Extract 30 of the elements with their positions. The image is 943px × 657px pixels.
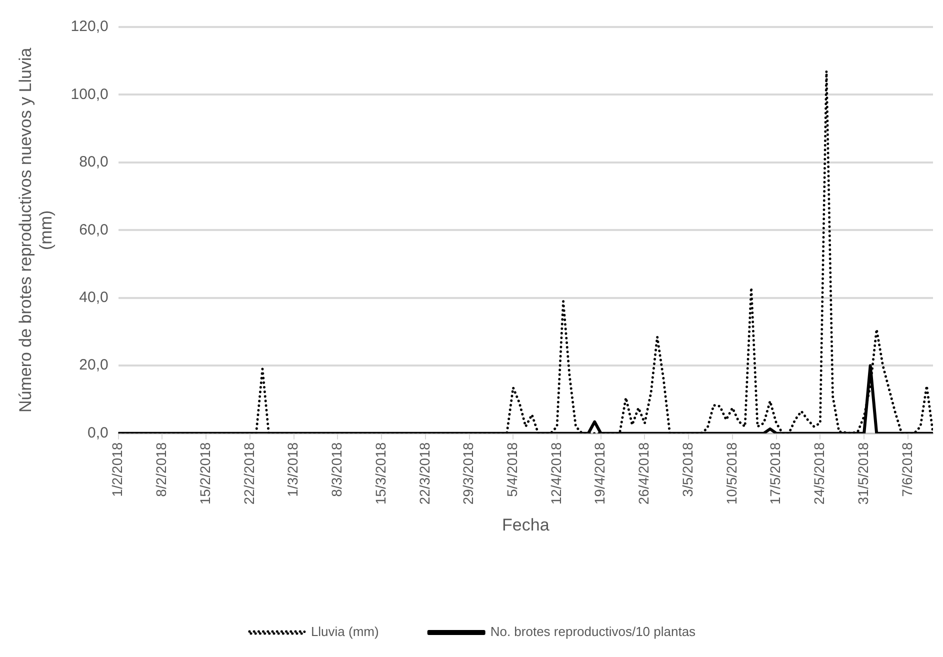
x-tick-label: 17/5/2018: [767, 442, 784, 505]
y-tick-label: 120,0: [70, 18, 108, 36]
x-tick-label: 22/2/2018: [240, 442, 257, 505]
x-tick-label: 26/4/2018: [636, 442, 652, 505]
y-tick-label: 80,0: [79, 154, 108, 171]
legend-label: Lluvia (mm): [310, 624, 379, 640]
x-tick-label: 8/2/2018: [153, 442, 170, 497]
x-tick-label: 22/3/2018: [416, 442, 432, 505]
x-tick-label: 3/5/2018: [679, 442, 696, 497]
y-tick-label: 100,0: [70, 86, 108, 103]
y-tick-label: 60,0: [79, 221, 108, 238]
x-tick-label: 1/3/2018: [284, 442, 301, 497]
x-tick-label: 29/3/2018: [460, 442, 476, 505]
x-tick-label: 15/2/2018: [196, 442, 213, 505]
x-tick-label: 19/4/2018: [592, 442, 608, 505]
x-tick-label: 7/6/2018: [898, 442, 915, 497]
y-tick-label: 0,0: [87, 424, 108, 442]
y-axis-title: Número de brotes reproductivos nuevos y Lluvia (mm): [16, 47, 56, 413]
x-tick-label: 10/5/2018: [723, 442, 740, 505]
x-axis-title: Fecha: [502, 515, 550, 534]
y-tick-label: 20,0: [79, 356, 108, 374]
x-tick-label: 31/5/2018: [854, 442, 871, 505]
y-tick-label: 40,0: [79, 289, 108, 306]
x-tick-label: 8/3/2018: [328, 442, 345, 497]
x-tick-label: 12/4/2018: [548, 442, 564, 505]
x-tick-label: 15/3/2018: [372, 442, 388, 505]
legend-label: No. brotes reproductivos/10 plantas: [490, 624, 696, 640]
x-tick-label: 5/4/2018: [504, 442, 520, 497]
x-tick-label: 24/5/2018: [811, 442, 828, 505]
x-tick-label: 1/2/2018: [109, 442, 126, 497]
